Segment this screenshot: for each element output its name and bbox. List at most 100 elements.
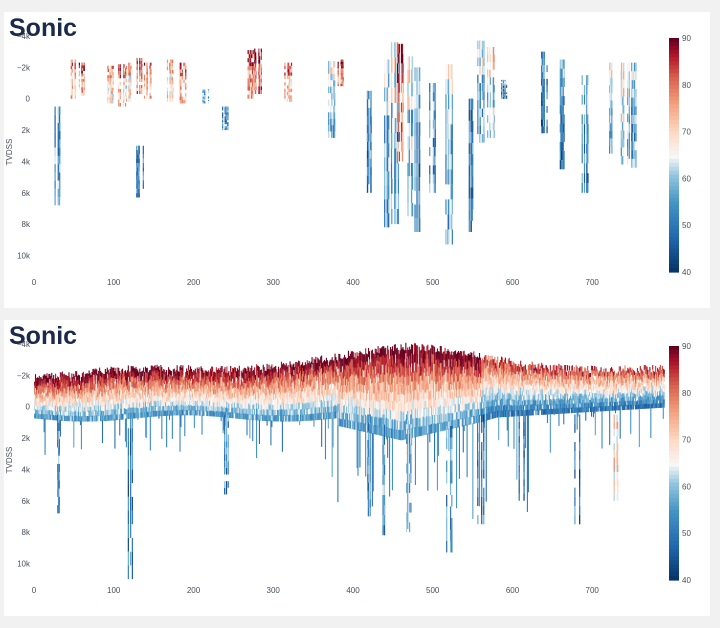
log-segment <box>136 393 138 399</box>
log-segment <box>387 129 389 144</box>
log-segment <box>75 415 77 422</box>
log-segment <box>95 384 97 391</box>
log-segment <box>152 371 154 378</box>
log-segment <box>341 72 343 76</box>
log-segment <box>82 381 84 388</box>
log-segment <box>166 410 168 416</box>
log-segment <box>204 97 206 99</box>
log-segment <box>419 67 421 82</box>
log-segment <box>562 114 564 124</box>
log-segment <box>71 401 73 408</box>
log-segment <box>104 368 106 375</box>
log-segment <box>153 380 155 387</box>
log-segment <box>63 401 65 408</box>
log-segment <box>189 400 192 406</box>
log-segment <box>128 408 130 415</box>
log-segment <box>302 392 305 400</box>
log-segment <box>487 46 489 55</box>
log-segment <box>583 124 586 134</box>
log-segment <box>154 380 156 387</box>
log-segment <box>293 409 295 416</box>
log-segment <box>394 72 396 88</box>
log-segment <box>88 410 90 417</box>
log-segment <box>256 370 259 378</box>
log-segment <box>287 364 289 372</box>
well-trace <box>407 56 414 217</box>
log-segment <box>139 368 141 375</box>
log-segment <box>250 94 252 99</box>
log-segment <box>169 70 171 74</box>
log-segment <box>560 114 562 124</box>
log-segment <box>118 88 120 93</box>
log-segment <box>270 371 272 379</box>
log-segment <box>330 67 332 74</box>
log-segment <box>226 386 228 393</box>
log-segment <box>191 401 193 407</box>
log-segment <box>370 116 372 125</box>
log-segment <box>155 382 157 388</box>
log-segment <box>107 78 110 82</box>
log-segment <box>472 120 474 133</box>
log-segment <box>125 377 127 383</box>
log-segment <box>627 113 629 123</box>
log-segment <box>301 385 304 393</box>
log-segment <box>610 77 612 86</box>
log-segment <box>190 410 193 416</box>
log-segment <box>83 407 85 413</box>
log-segment <box>180 93 182 97</box>
log-segment <box>113 378 115 384</box>
log-segment <box>285 415 287 422</box>
log-segment <box>401 122 404 133</box>
log-segment <box>145 397 148 403</box>
log-segment <box>177 401 179 407</box>
log-segment <box>262 403 264 410</box>
log-segment <box>169 370 171 376</box>
log-segment <box>627 96 629 106</box>
log-segment <box>39 397 41 403</box>
log-segment <box>280 373 282 381</box>
log-segment <box>68 377 70 383</box>
log-segment <box>155 410 157 417</box>
log-segment <box>34 409 37 415</box>
log-segment <box>146 89 148 93</box>
log-segment <box>200 395 202 402</box>
log-segment <box>42 409 44 416</box>
log-segment <box>282 374 284 382</box>
log-segment <box>107 399 109 406</box>
log-segment <box>418 135 420 150</box>
log-segment <box>99 378 101 385</box>
log-segment <box>161 405 163 412</box>
log-segment <box>66 384 68 391</box>
log-segment <box>78 87 81 91</box>
log-segment <box>300 392 303 399</box>
log-segment <box>83 403 85 409</box>
log-segment <box>89 373 91 379</box>
log-segment <box>177 379 179 385</box>
log-segment <box>266 363 268 371</box>
log-segment <box>93 405 95 412</box>
log-segment <box>70 92 72 96</box>
log-segment <box>487 62 489 70</box>
log-segment <box>136 66 138 70</box>
colorbar-swatch <box>669 104 679 109</box>
log-segment <box>71 387 73 394</box>
log-segment <box>91 376 93 383</box>
log-segment <box>633 62 636 72</box>
log-segment <box>158 400 160 407</box>
log-segment <box>278 382 280 390</box>
log-segment <box>256 392 259 399</box>
log-segment <box>207 102 210 104</box>
log-segment <box>217 382 219 389</box>
log-segment <box>241 395 243 401</box>
log-segment <box>228 389 230 395</box>
log-segment <box>294 367 296 374</box>
log-segment <box>301 402 304 410</box>
log-segment <box>196 410 198 416</box>
log-segment <box>610 138 612 146</box>
colorbar-swatch <box>669 127 679 133</box>
log-segment <box>96 369 98 376</box>
log-segment <box>179 69 181 73</box>
log-segment <box>74 79 76 83</box>
log-segment <box>342 68 344 71</box>
log-segment <box>144 385 146 391</box>
